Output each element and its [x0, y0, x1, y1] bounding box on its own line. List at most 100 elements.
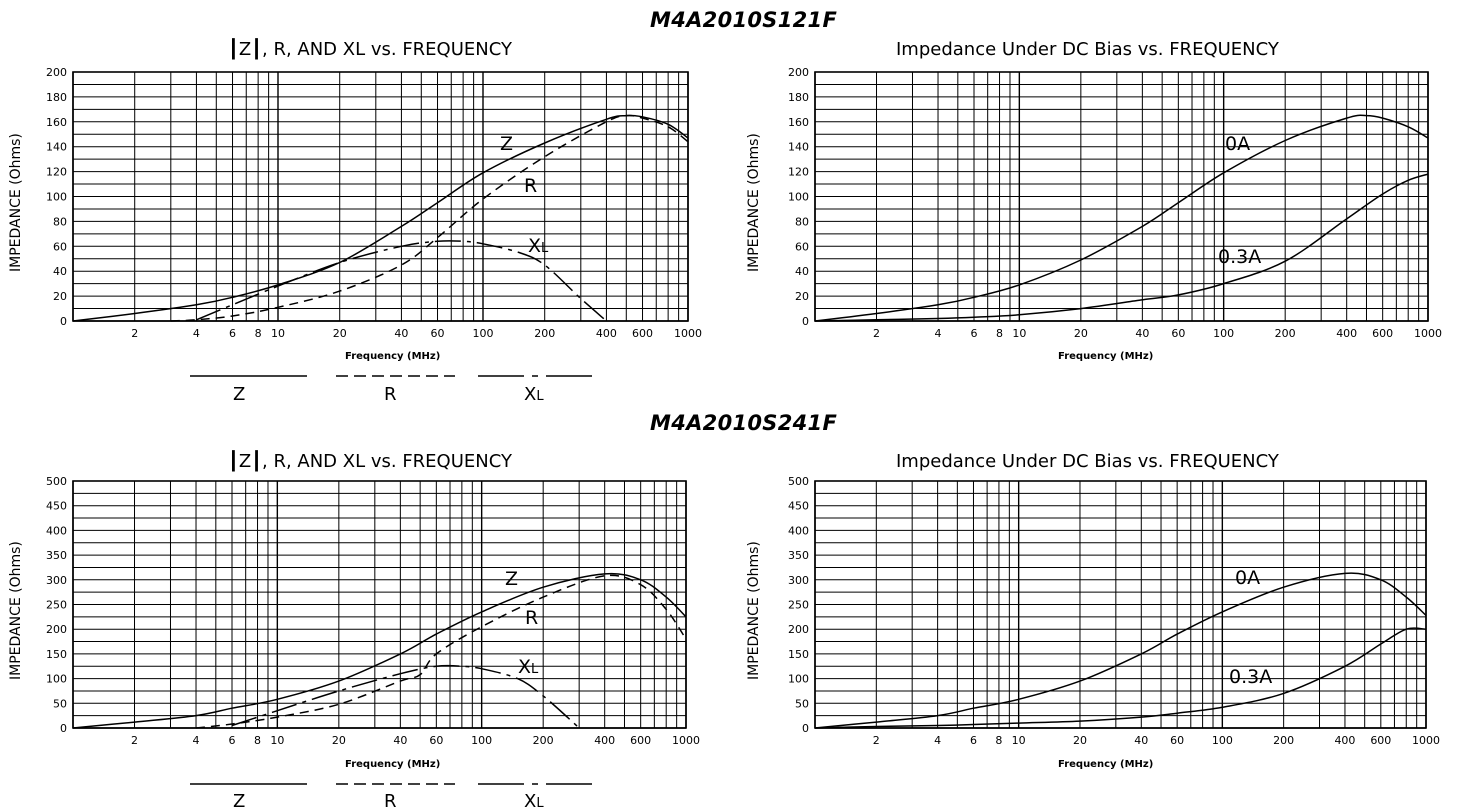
x-tick-label: 200 [1275, 327, 1296, 340]
y-tick-label: 180 [46, 91, 67, 104]
y-tick-label: 140 [46, 141, 67, 154]
x-tick-label: 6 [971, 327, 978, 340]
legend-label-z: Z [233, 384, 246, 405]
curve-annotation: R [524, 175, 537, 197]
chart-title-3: ┃Z┃, R, AND XL vs. FREQUENCY [228, 451, 512, 472]
legend-label-r: R [384, 791, 397, 812]
y-tick-label: 160 [46, 116, 67, 129]
curve-annotation: 0A [1235, 567, 1260, 589]
series-line-xl [231, 664, 580, 729]
x-tick-label: 100 [1212, 734, 1233, 747]
curve-annotation: 0.3A [1218, 246, 1261, 268]
y-tick-label: 300 [788, 574, 809, 587]
x-tick-label: 6 [229, 327, 236, 340]
x-tick-label: 200 [1273, 734, 1294, 747]
x-tick-label: 1000 [672, 734, 700, 747]
x-tick-label: 20 [1073, 734, 1087, 747]
annotation-sub: L [541, 241, 549, 256]
y-tick-label: 200 [788, 66, 809, 79]
x-tick-label: 400 [1336, 327, 1357, 340]
x-tick-label: 60 [431, 327, 445, 340]
series-line-xl [196, 240, 607, 322]
part-title-top: M4A2010S121F [650, 8, 838, 32]
y-tick-label: 200 [46, 66, 67, 79]
y-tick-label: 180 [788, 91, 809, 104]
x-tick-label: 2 [873, 327, 880, 340]
legend-label-z: Z [233, 791, 246, 812]
y-tick-label: 100 [46, 191, 67, 204]
y-tick-label: 120 [788, 166, 809, 179]
x-tick-label: 8 [255, 327, 262, 340]
x-tick-label: 600 [630, 734, 651, 747]
x-tick-label: 10 [270, 734, 284, 747]
y-tick-label: 400 [46, 524, 67, 537]
y-tick-label: 20 [53, 290, 67, 303]
y-tick-label: 450 [788, 500, 809, 513]
x-tick-label: 4 [935, 327, 942, 340]
legend-label-r: R [384, 384, 397, 405]
y-tick-label: 450 [46, 500, 67, 513]
plot-frame [72, 480, 687, 729]
annotation-sub: L [531, 662, 539, 677]
curve-annotation: XL [528, 235, 549, 257]
y-tick-label: 150 [788, 648, 809, 661]
x-tick-label: 20 [333, 327, 347, 340]
legend-xl-main: X [524, 791, 537, 812]
legend-xl-main: X [524, 384, 537, 405]
x-tick-label: 600 [1372, 327, 1393, 340]
y-tick-label: 350 [788, 549, 809, 562]
x-tick-label: 1000 [1412, 734, 1440, 747]
x-tick-label: 20 [332, 734, 346, 747]
x-tick-label: 400 [1334, 734, 1355, 747]
curve-annotation: Z [505, 568, 518, 590]
annotation-main: X [528, 235, 541, 257]
curve-annotation: Z [500, 133, 513, 155]
series-line-03a [814, 173, 1429, 322]
y-tick-label: 160 [788, 116, 809, 129]
legend-xl-sub: L [536, 389, 544, 404]
x-tick-label: 8 [995, 734, 1002, 747]
x-tick-label: 10 [1012, 327, 1026, 340]
x-tick-label: 4 [193, 327, 200, 340]
x-tick-label: 600 [632, 327, 653, 340]
y-tick-label: 300 [46, 574, 67, 587]
x-tick-label: 200 [533, 734, 554, 747]
series-line-0a [814, 572, 1427, 729]
x-tick-label: 600 [1370, 734, 1391, 747]
y-tick-label: 200 [46, 623, 67, 636]
series-line-0a [814, 114, 1429, 322]
legend-label-xl: XL [524, 384, 544, 405]
y-tick-label: 250 [788, 599, 809, 612]
y-tick-label: 0 [802, 315, 809, 328]
y-tick-label: 100 [46, 673, 67, 686]
y-tick-label: 80 [795, 215, 809, 228]
x-tick-label: 10 [1012, 734, 1026, 747]
y-tick-label: 40 [53, 265, 67, 278]
y-tick-label: 150 [46, 648, 67, 661]
series-line-z [72, 114, 689, 322]
y-tick-label: 50 [795, 697, 809, 710]
y-tick-label: 140 [788, 141, 809, 154]
chart-title-4: Impedance Under DC Bias vs. FREQUENCY [896, 451, 1279, 472]
chart-4: 0 50 100 150 200 250 300 350 400 450 500 2 4 6 8 10 20 40… [788, 475, 1440, 747]
y-tick-label: 200 [788, 623, 809, 636]
x-tick-label: 2 [131, 327, 138, 340]
x-tick-label: 8 [996, 327, 1003, 340]
plot-frame [72, 71, 689, 322]
series-line-z [72, 572, 687, 729]
y-tick-label: 500 [46, 475, 67, 488]
x-tick-label: 20 [1074, 327, 1088, 340]
curve-annotation: 0.3A [1229, 666, 1272, 688]
y-tick-label: 120 [46, 166, 67, 179]
chart-title-2: Impedance Under DC Bias vs. FREQUENCY [896, 39, 1279, 60]
legend-label-xl: XL [524, 791, 544, 812]
y-tick-label: 100 [788, 673, 809, 686]
x-tick-label: 8 [254, 734, 261, 747]
y-tick-label: 20 [795, 290, 809, 303]
plot-frame [814, 480, 1427, 729]
x-tick-label: 40 [1135, 327, 1149, 340]
x-tick-label: 40 [393, 734, 407, 747]
x-tick-label: 2 [131, 734, 138, 747]
